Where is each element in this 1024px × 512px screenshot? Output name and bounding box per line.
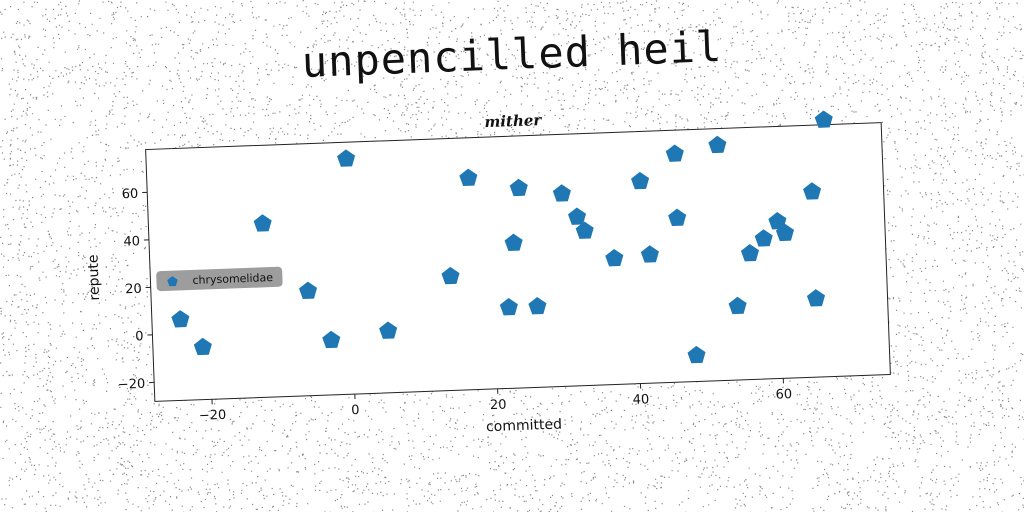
x-tick-label: 40 <box>633 392 650 408</box>
data-point <box>171 310 190 328</box>
x-tick-label: 0 <box>351 403 360 418</box>
y-axis-ticks: −20 0 20 40 60 <box>118 187 155 393</box>
data-point <box>806 289 826 307</box>
data-point <box>379 321 398 339</box>
data-point <box>631 171 650 190</box>
data-point <box>775 223 795 242</box>
data-point <box>253 214 272 232</box>
data-point <box>665 144 684 162</box>
y-tick-label: 60 <box>121 187 138 203</box>
data-point <box>605 248 624 267</box>
data-point <box>528 296 547 315</box>
y-tick-label: 40 <box>123 234 140 250</box>
data-points <box>171 110 833 364</box>
y-axis-label: repute <box>85 254 103 300</box>
x-tick-label: 60 <box>775 387 792 403</box>
x-axis-ticks: −20 0 20 40 60 <box>199 378 792 424</box>
data-point <box>459 168 478 187</box>
plot-frame <box>145 122 891 402</box>
chart-title: mither <box>484 111 543 131</box>
data-point <box>499 298 518 316</box>
data-point <box>337 149 356 167</box>
y-tick-label: −20 <box>118 377 146 393</box>
legend-label: chrysomelidae <box>192 271 273 287</box>
x-axis-label: committed <box>486 417 562 436</box>
data-point <box>298 281 318 299</box>
data-point <box>552 184 571 202</box>
data-point <box>687 345 706 364</box>
data-point <box>509 178 528 197</box>
plot-area: −20 0 20 40 60 −20 0 20 40 60 mither committed r… <box>85 110 891 436</box>
data-point <box>708 135 727 154</box>
x-tick-label: −20 <box>199 408 227 424</box>
legend-box <box>156 266 283 292</box>
data-point <box>504 233 523 252</box>
data-point <box>567 207 587 225</box>
data-point <box>768 212 787 230</box>
data-point <box>193 337 212 356</box>
x-tick-label: 20 <box>490 398 507 414</box>
data-point <box>441 266 460 285</box>
data-point <box>814 110 833 128</box>
y-tick-label: 20 <box>125 282 142 298</box>
data-point <box>575 221 594 239</box>
data-point <box>728 296 747 315</box>
y-tick-label: 0 <box>135 329 144 344</box>
data-point <box>803 182 822 200</box>
data-point <box>322 330 341 349</box>
legend-marker <box>167 276 178 287</box>
data-point <box>668 208 687 226</box>
legend: chrysomelidae <box>156 266 283 292</box>
data-point <box>740 243 760 262</box>
data-point <box>754 229 773 247</box>
data-point <box>640 245 659 263</box>
